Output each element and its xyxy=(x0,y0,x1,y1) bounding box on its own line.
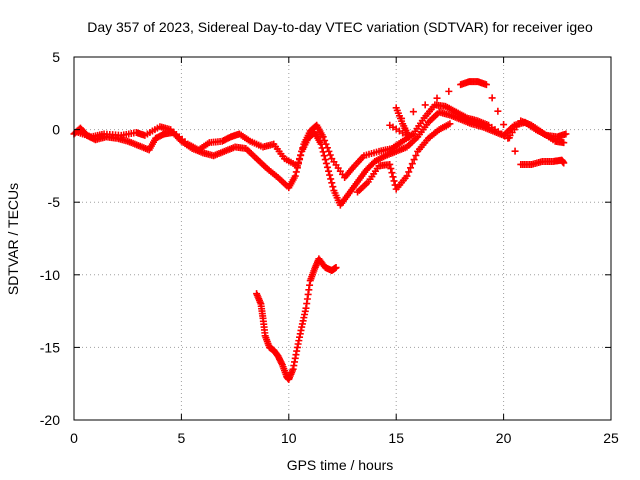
data-point-main-track xyxy=(328,179,336,187)
data-point-upper-branch xyxy=(296,155,304,163)
axis-ticks: 0 5 10 15 20 25 -20 -15 -10 -5 0 5 xyxy=(40,49,619,446)
data-point-main-track xyxy=(320,152,328,160)
data-point-short-segments xyxy=(398,114,406,122)
data-point-main-track xyxy=(326,171,334,179)
data-point-lower-branch xyxy=(410,156,418,164)
data-point-short-segments xyxy=(409,108,417,116)
data-point-lower-branch xyxy=(390,177,398,185)
data-point-main-track xyxy=(329,183,337,191)
data-point-lower-branch xyxy=(446,120,454,128)
data-point-short-segments xyxy=(482,81,490,89)
x-tick-label: 5 xyxy=(178,430,186,446)
plot-frame xyxy=(73,56,612,421)
y-tick-label: 5 xyxy=(52,49,60,65)
data-point-lower-branch xyxy=(388,169,396,177)
grid xyxy=(74,57,611,420)
data-point-main-track xyxy=(562,130,570,138)
data-point-short-segments xyxy=(421,101,429,109)
data-point-short-segments xyxy=(505,134,513,142)
x-tick-label: 15 xyxy=(388,430,404,446)
data-point-main-track xyxy=(292,168,300,176)
data-point-upper-branch xyxy=(319,133,327,141)
data-point-main-track xyxy=(321,156,329,164)
data-point-main-track xyxy=(325,167,333,175)
y-tick-label: -5 xyxy=(48,194,61,210)
data-point-lower-branch xyxy=(405,168,413,176)
data-point-lower-branch xyxy=(407,164,415,172)
y-tick-label: -15 xyxy=(40,339,60,355)
data-point-upper-branch xyxy=(299,144,307,152)
data-point-short-segments xyxy=(386,121,394,129)
x-tick-label: 25 xyxy=(603,430,619,446)
y-tick-label: 0 xyxy=(52,122,60,138)
data-point-short-segments xyxy=(445,87,453,95)
data-point-short-segments xyxy=(433,94,441,102)
data-point-upper-branch xyxy=(293,162,301,170)
data-point-upper-branch xyxy=(297,151,305,159)
data-point-upper-branch xyxy=(294,158,302,166)
data-point-upper-branch xyxy=(321,136,329,144)
data-point-lower-branch xyxy=(408,160,416,168)
data-point-short-segments xyxy=(494,107,502,115)
data-point-upper-branch xyxy=(298,147,306,155)
x-axis-label: GPS time / hours xyxy=(287,457,394,473)
x-tick-label: 20 xyxy=(496,430,512,446)
data-point-main-track xyxy=(291,172,299,180)
data-point-lower-branch xyxy=(387,165,395,173)
chart-title: Day 357 of 2023, Sidereal Day-to-day VTE… xyxy=(87,19,593,35)
data-point-lower-branch xyxy=(412,151,420,159)
data-point-short-segments xyxy=(511,147,519,155)
data-point-short-segments xyxy=(560,159,568,167)
data-point-main-track xyxy=(323,163,331,171)
y-tick-label: -10 xyxy=(40,267,60,283)
y-axis-label: SDTVAR / TECUs xyxy=(5,183,21,295)
data-point-upper-branch xyxy=(326,151,334,159)
data-point-upper-branch xyxy=(560,139,568,147)
data-point-lower-branch xyxy=(386,160,394,168)
data-point-short-segments xyxy=(500,121,508,129)
data-point-upper-branch xyxy=(325,147,333,155)
x-tick-label: 10 xyxy=(281,430,297,446)
y-tick-label: -20 xyxy=(40,412,60,428)
data-point-lower-branch xyxy=(403,172,411,180)
x-tick-label: 0 xyxy=(70,430,78,446)
data-point-lower-branch xyxy=(389,173,397,181)
data-point-short-segments xyxy=(488,94,496,102)
data-point-main-track xyxy=(327,175,335,183)
data-points xyxy=(70,78,570,383)
data-point-dip-track xyxy=(332,264,340,272)
data-point-upper-branch xyxy=(323,144,331,152)
data-point-upper-branch xyxy=(322,140,330,148)
data-point-main-track xyxy=(322,159,330,167)
